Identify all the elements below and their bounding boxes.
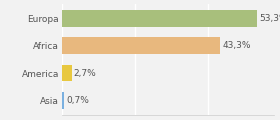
Text: 43,3%: 43,3% <box>222 41 251 50</box>
Text: 0,7%: 0,7% <box>66 96 89 105</box>
Bar <box>62 10 257 27</box>
Text: 2,7%: 2,7% <box>73 69 96 78</box>
Text: 53,3%: 53,3% <box>259 14 280 23</box>
Bar <box>62 65 71 81</box>
Bar <box>62 37 220 54</box>
Bar <box>62 92 64 109</box>
